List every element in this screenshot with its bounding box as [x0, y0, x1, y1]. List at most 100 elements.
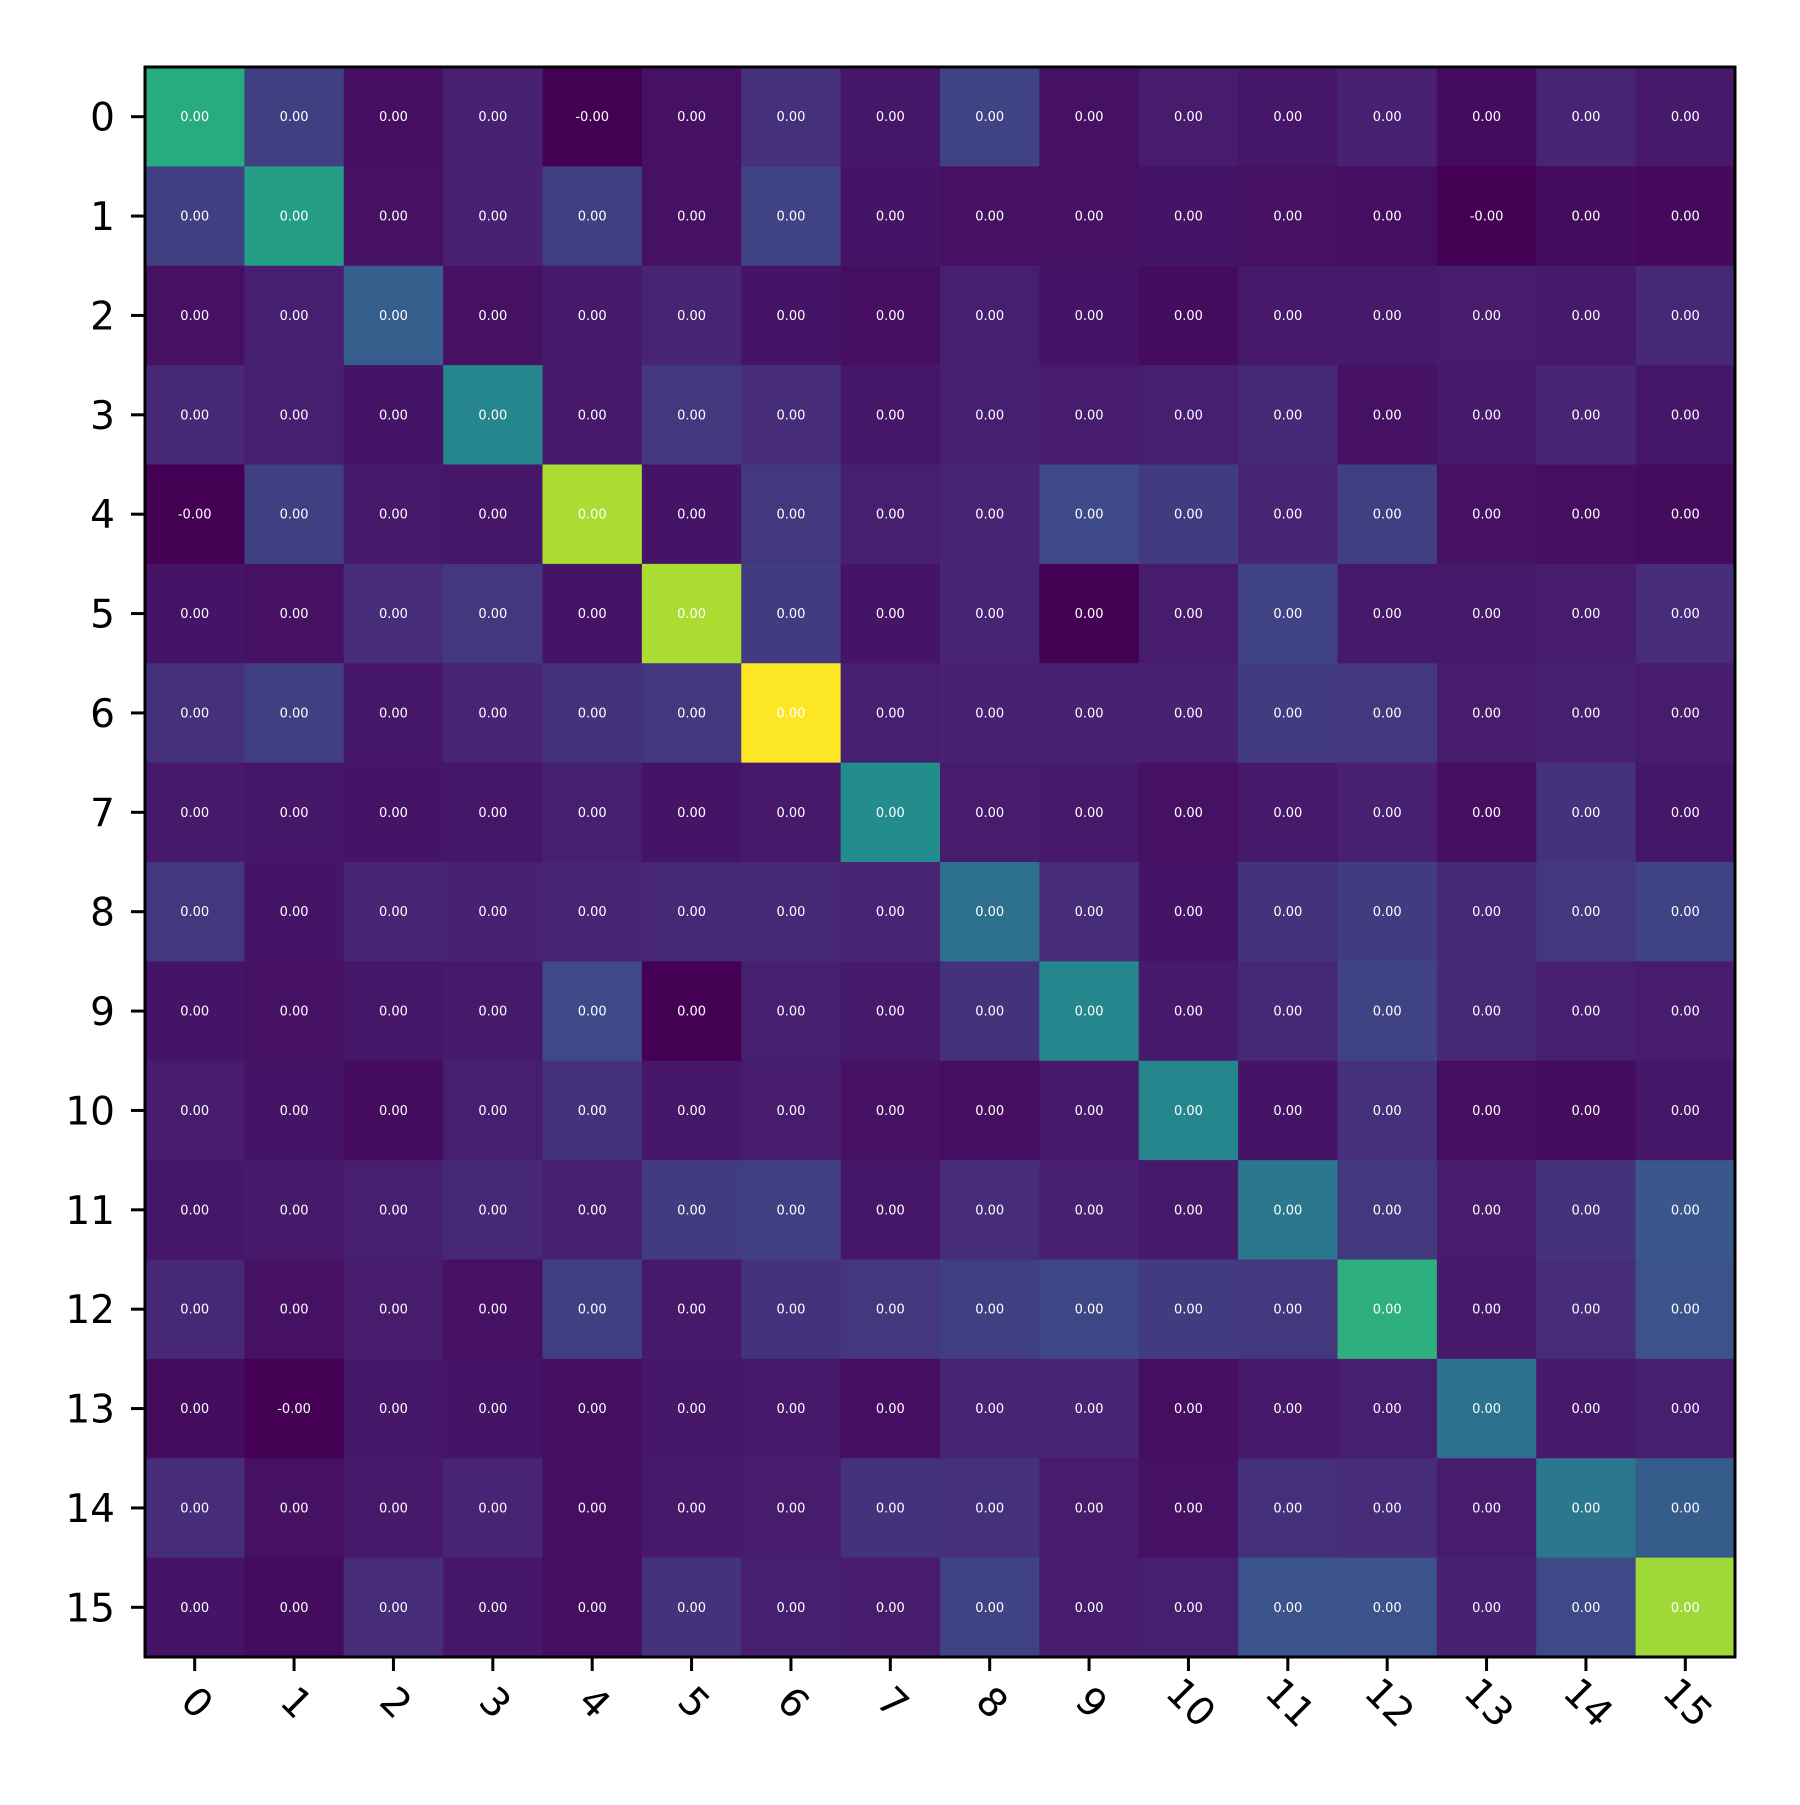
heatmap-cell-1-12 [1337, 166, 1438, 267]
cell-value-label: 0.00 [975, 1203, 1004, 1218]
cell-value-label: 0.00 [478, 1104, 507, 1119]
cell-value-label: 0.00 [677, 408, 706, 423]
heatmap-cell-10-14 [1536, 1060, 1637, 1161]
cell-value-label: 0.00 [1472, 1601, 1501, 1616]
cell-value-label: 0.00 [379, 1501, 408, 1516]
y-tick-label: 6 [90, 692, 115, 737]
heatmap-cell-5-10 [1138, 563, 1239, 664]
cell-value-label: 0.00 [1075, 309, 1104, 324]
heatmap-cell-12-8 [940, 1259, 1040, 1360]
heatmap-cell-8-6 [741, 862, 842, 962]
heatmap-cell-14-1 [244, 1458, 345, 1559]
heatmap-cell-13-8 [940, 1358, 1040, 1459]
heatmap-cell-8-3 [443, 862, 544, 962]
heatmap-cell-5-4 [542, 563, 643, 664]
cell-value-label: 0.00 [1373, 1005, 1402, 1020]
cell-value-label: 0.00 [180, 1203, 209, 1218]
heatmap-cell-0-12 [1337, 67, 1438, 167]
cell-value-label: 0.00 [1075, 1601, 1104, 1616]
cell-value-label: 0.00 [677, 905, 706, 920]
heatmap-cell-4-6 [741, 464, 842, 565]
cell-value-label: 0.00 [280, 706, 309, 721]
heatmap-cell-5-15 [1635, 563, 1736, 664]
heatmap-cell-14-5 [641, 1458, 742, 1559]
cell-value-label: 0.00 [1273, 905, 1302, 920]
heatmap-cell-5-9 [1039, 563, 1140, 664]
cell-value-label: 0.00 [1373, 905, 1402, 920]
cell-value-label: 0.00 [280, 508, 309, 523]
heatmap-cell-0-11 [1238, 67, 1339, 167]
heatmap-cell-7-10 [1138, 762, 1239, 863]
heatmap-cell-5-7 [840, 563, 941, 664]
cell-value-label: 0.00 [876, 110, 905, 125]
cell-value-label: 0.00 [677, 1402, 706, 1417]
cell-value-label: 0.00 [1273, 1203, 1302, 1218]
heatmap-cell-5-0 [145, 563, 245, 664]
cell-value-label: -0.00 [1470, 210, 1504, 225]
cell-value-label: 0.00 [1671, 210, 1700, 225]
cell-value-label: 0.00 [1571, 1005, 1600, 1020]
cell-value-label: 0.00 [1571, 1501, 1600, 1516]
cell-value-label: 0.00 [180, 806, 209, 821]
heatmap-cell-15-13 [1436, 1557, 1537, 1658]
heatmap-cell-0-6 [741, 67, 842, 167]
heatmap-cell-12-11 [1238, 1259, 1339, 1360]
cell-value-label: 0.00 [1174, 1402, 1203, 1417]
cell-value-label: 0.00 [578, 806, 607, 821]
heatmap-cell-7-7 [840, 762, 941, 863]
x-tick-label: 5 [669, 1679, 718, 1728]
cell-value-label: 0.00 [578, 508, 607, 523]
cell-value-label: 0.00 [677, 210, 706, 225]
heatmap-cell-8-12 [1337, 862, 1438, 962]
cell-value-label: 0.00 [1075, 607, 1104, 622]
cell-value-label: 0.00 [776, 607, 805, 622]
cell-value-label: 0.00 [677, 309, 706, 324]
cell-value-label: 0.00 [1273, 1601, 1302, 1616]
heatmap-cell-6-8 [940, 663, 1040, 764]
heatmap-cell-0-1 [244, 67, 345, 167]
heatmap-cell-14-9 [1039, 1458, 1140, 1559]
cell-value-label: 0.00 [1174, 806, 1203, 821]
heatmap-cell-13-15 [1635, 1358, 1736, 1459]
cell-value-label: 0.00 [379, 1104, 408, 1119]
cell-value-label: 0.00 [1571, 210, 1600, 225]
cell-value-label: 0.00 [876, 508, 905, 523]
cell-value-label: 0.00 [1373, 1402, 1402, 1417]
cell-value-label: 0.00 [1472, 1203, 1501, 1218]
cell-value-label: 0.00 [1273, 1402, 1302, 1417]
heatmap-cell-1-2 [343, 166, 444, 267]
heatmap-cell-4-13 [1436, 464, 1537, 565]
cell-value-label: 0.00 [776, 309, 805, 324]
cell-value-label: 0.00 [180, 408, 209, 423]
heatmap-cell-6-2 [343, 663, 444, 764]
cell-value-label: 0.00 [975, 1601, 1004, 1616]
heatmap-cell-1-10 [1138, 166, 1239, 267]
heatmap-cell-10-6 [741, 1060, 842, 1161]
cell-value-label: 0.00 [379, 408, 408, 423]
heatmap-cell-9-1 [244, 961, 345, 1062]
cell-value-label: 0.00 [1472, 1303, 1501, 1318]
cell-value-label: 0.00 [578, 210, 607, 225]
cell-value-label: 0.00 [1373, 1203, 1402, 1218]
heatmap-cell-15-5 [641, 1557, 742, 1658]
heatmap-cell-12-2 [343, 1259, 444, 1360]
cell-value-label: 0.00 [1671, 1104, 1700, 1119]
heatmap-cell-0-7 [840, 67, 941, 167]
cell-value-label: 0.00 [1472, 905, 1501, 920]
heatmap-cell-6-13 [1436, 663, 1537, 764]
cell-value-label: 0.00 [1472, 508, 1501, 523]
cell-value-label: 0.00 [180, 706, 209, 721]
cell-value-label: 0.00 [1671, 1303, 1700, 1318]
cell-value-label: 0.00 [776, 1005, 805, 1020]
cell-value-label: 0.00 [677, 1601, 706, 1616]
heatmap-cell-3-12 [1337, 365, 1438, 466]
heatmap-cell-6-10 [1138, 663, 1239, 764]
cell-value-label: 0.00 [578, 408, 607, 423]
cell-value-label: 0.00 [1571, 1402, 1600, 1417]
cell-value-label: 0.00 [776, 706, 805, 721]
cell-value-label: 0.00 [876, 1005, 905, 1020]
heatmap-cell-4-3 [443, 464, 544, 565]
cell-value-label: 0.00 [1174, 1501, 1203, 1516]
cell-value-label: 0.00 [1671, 508, 1700, 523]
